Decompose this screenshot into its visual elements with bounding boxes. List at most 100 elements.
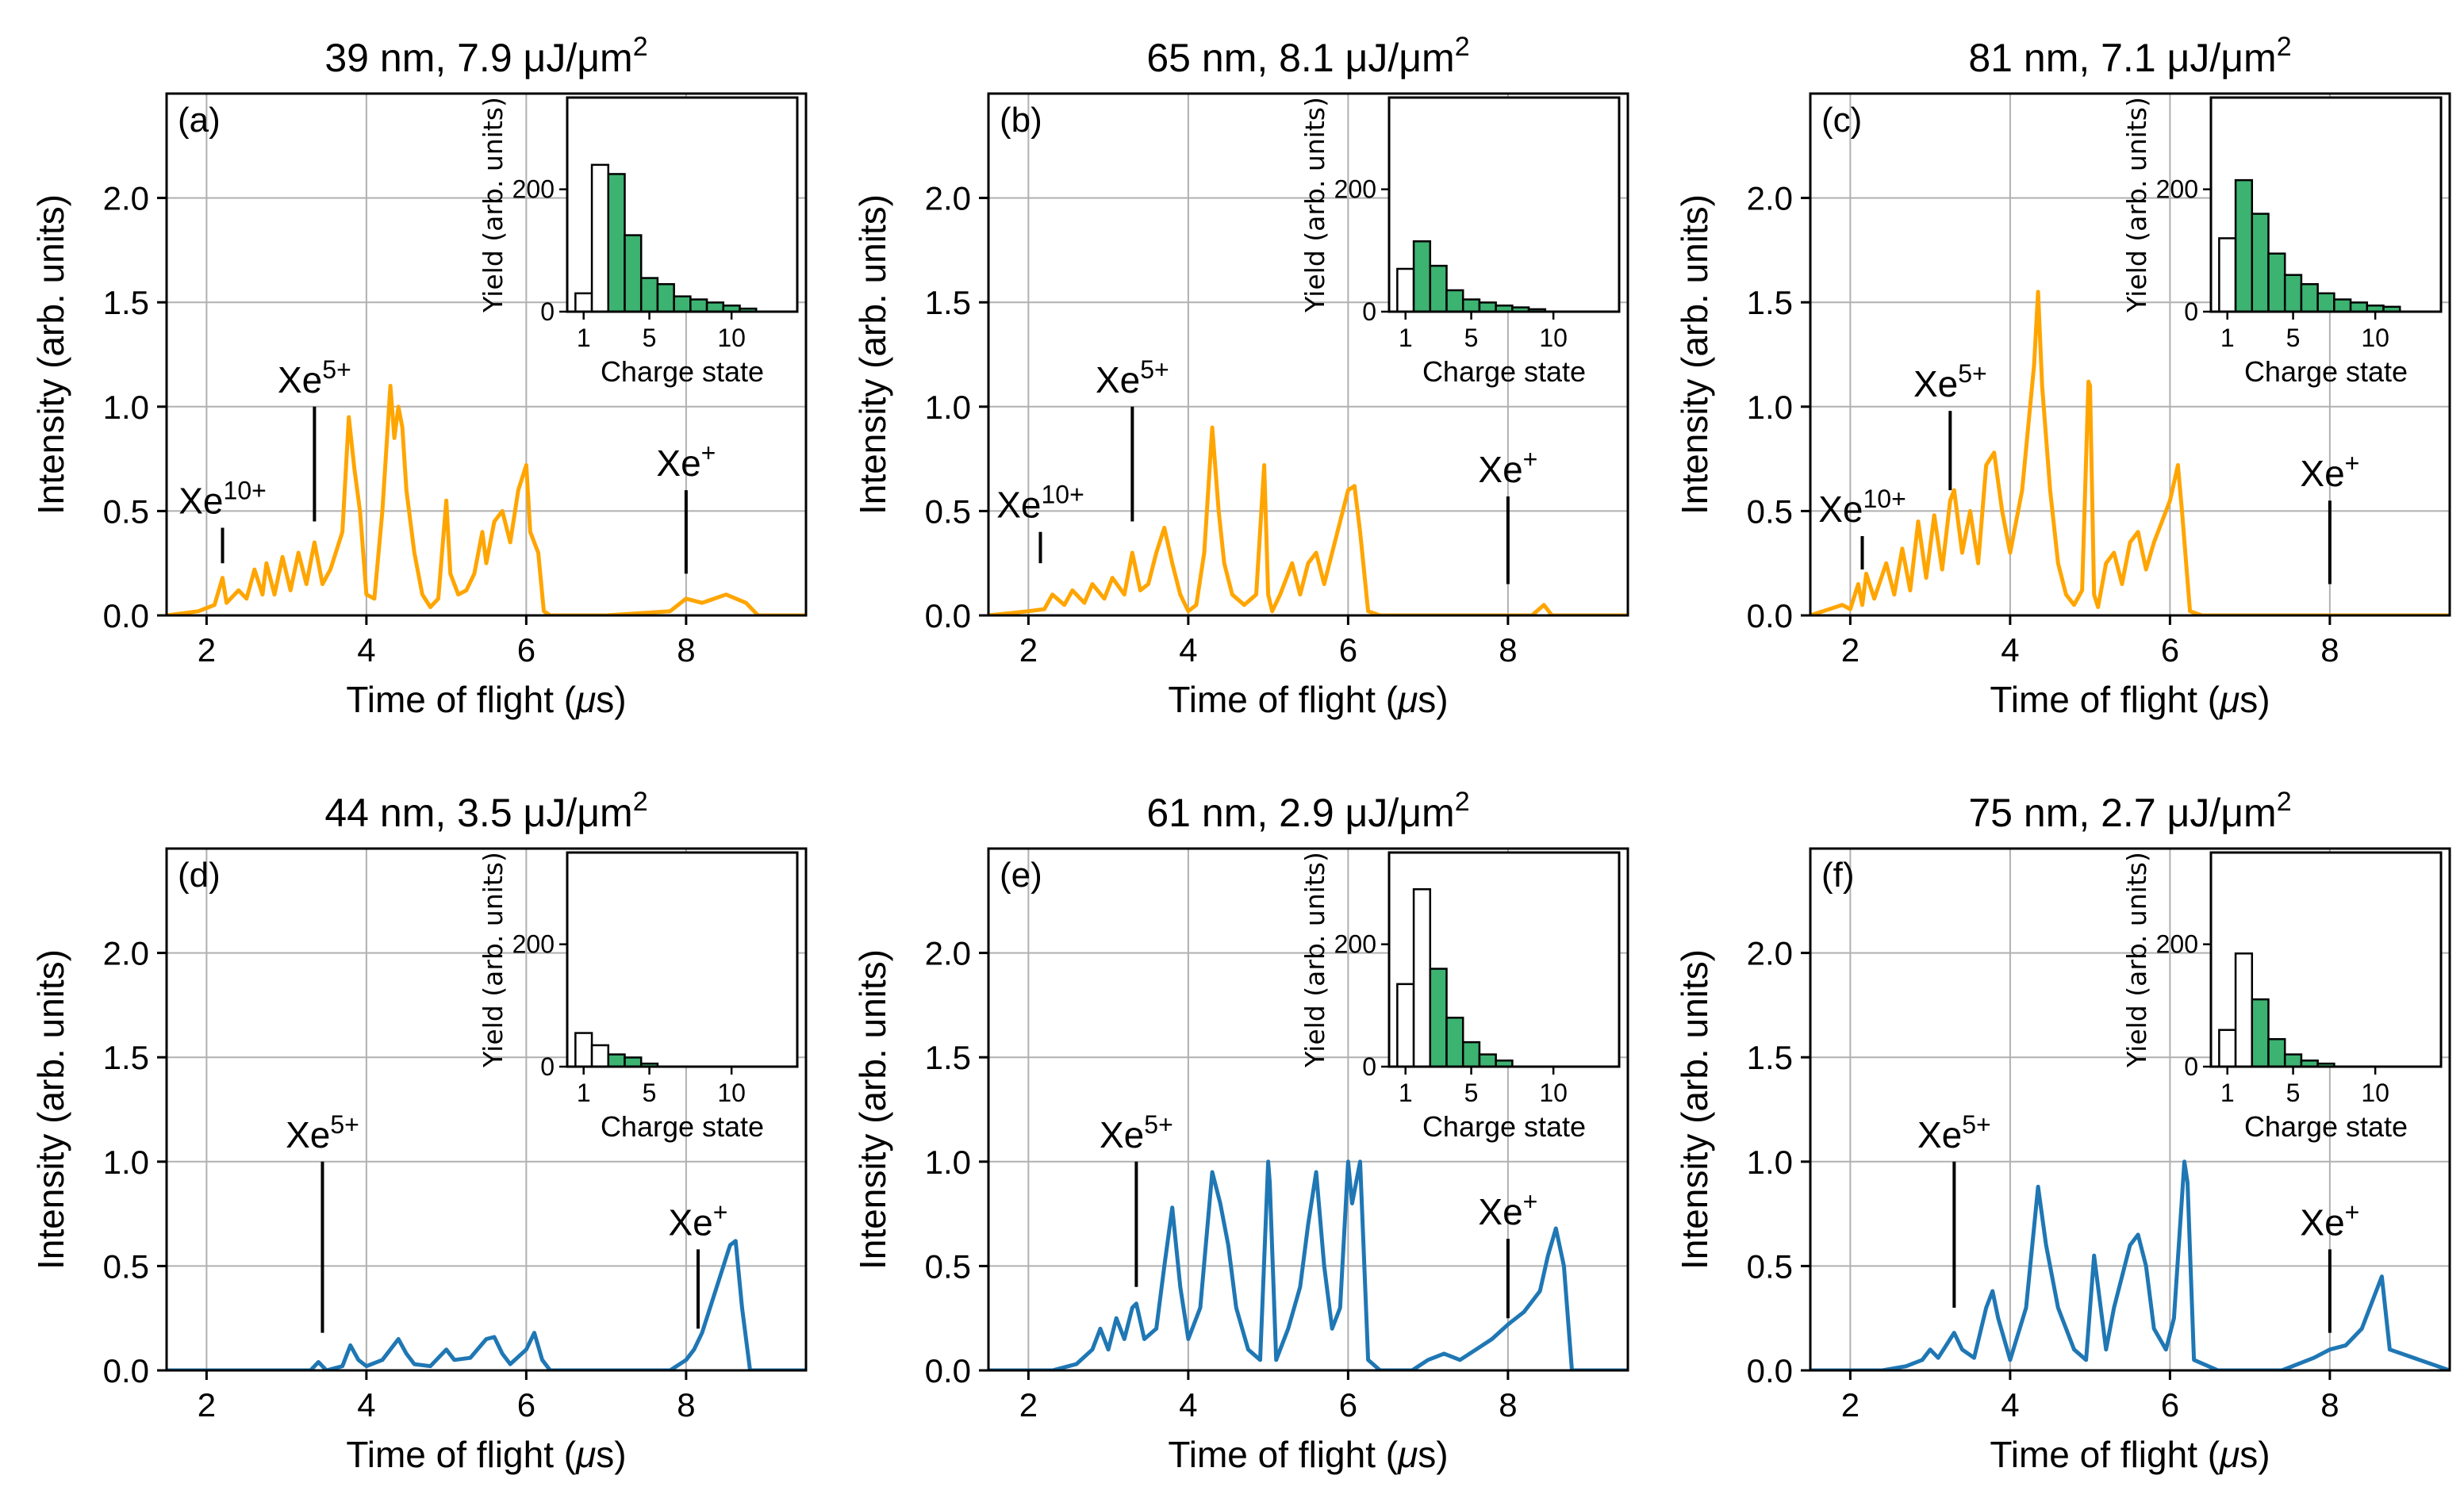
inset-histogram: 1 5 10 0 200 Charge state Yield (arb. units) xyxy=(478,96,799,388)
x-tick-label: 6 xyxy=(2161,631,2179,669)
panel-title: 75 nm, 2.7 μJ/μm2 xyxy=(1968,787,2291,835)
inset-y-tick-label: 0 xyxy=(540,1052,555,1081)
inset-y-tick-label: 0 xyxy=(540,297,555,326)
x-axis-label-prefix: Time of flight ( xyxy=(1990,1434,2220,1475)
x-axis-label-prefix: Time of flight ( xyxy=(1168,1434,1398,1475)
inset-x-axis-label: Charge state xyxy=(2244,1110,2408,1143)
ion-label-base: Xe xyxy=(1100,1114,1144,1155)
y-axis-label: Intensity (arb. units) xyxy=(852,949,893,1270)
ion-label: Xe5+ xyxy=(1913,359,1987,404)
inset-y-axis-label: Yield (arb. units) xyxy=(2121,852,2152,1068)
panel-label: (c) xyxy=(1821,101,1862,140)
inset-x-tick-label: 1 xyxy=(577,324,591,352)
inset-bar xyxy=(656,283,675,313)
panel-label: (e) xyxy=(1000,856,1042,895)
x-tick-label: 4 xyxy=(1179,631,1197,669)
ion-label-charge: + xyxy=(1523,1187,1538,1216)
inset-frame xyxy=(2209,851,2443,1068)
x-axis-label-prefix: Time of flight ( xyxy=(1990,679,2220,720)
ion-label-base: Xe xyxy=(656,443,700,484)
inset-x-axis-label: Charge state xyxy=(1422,1110,1586,1143)
x-axis-label: Time of flight (μs) xyxy=(1168,679,1448,720)
inset-bar xyxy=(1445,289,1464,313)
ion-label-charge: + xyxy=(2345,449,2360,477)
inset-x-tick-label: 1 xyxy=(2220,1079,2235,1107)
inset-y-axis-label: Yield (arb. units) xyxy=(478,852,509,1068)
panel-label: (b) xyxy=(1000,101,1042,140)
inset-bar xyxy=(1429,968,1448,1068)
ion-label-base: Xe xyxy=(286,1114,330,1155)
inset-bar xyxy=(1478,301,1497,313)
ion-label-base: Xe xyxy=(2300,453,2344,494)
ion-label-base: Xe xyxy=(1096,359,1140,400)
y-tick-label: 0.0 xyxy=(1747,1352,1793,1389)
x-axis-label-suffix: s) xyxy=(1418,1434,1448,1475)
ion-label: Xe10+ xyxy=(1818,485,1906,530)
x-tick-label: 6 xyxy=(2161,1386,2179,1424)
ion-label: Xe10+ xyxy=(996,481,1084,526)
inset-x-axis-label: Charge state xyxy=(2244,355,2408,388)
ion-label-charge: 10+ xyxy=(1041,481,1084,509)
panel-title-sup: 2 xyxy=(1455,787,1470,817)
y-tick-label: 1.0 xyxy=(103,1144,149,1181)
inset-x-tick-label: 5 xyxy=(2286,324,2301,352)
y-tick-label: 0.5 xyxy=(103,492,149,530)
spectrum-line xyxy=(1810,289,2450,615)
x-tick-label: 4 xyxy=(2001,631,2019,669)
ion-label-base: Xe xyxy=(1917,1114,1962,1155)
x-tick-label: 8 xyxy=(1499,1386,1517,1424)
panel-title-main: 81 nm, 7.1 μJ/μm xyxy=(1968,36,2276,80)
ion-label: Xe+ xyxy=(1478,445,1537,490)
inset-bar xyxy=(639,277,659,313)
panel-title-sup: 2 xyxy=(2277,32,2292,62)
inset-bar xyxy=(574,1032,593,1068)
x-axis-label-suffix: s) xyxy=(1418,679,1448,720)
inset-frame xyxy=(2209,96,2443,313)
inset-y-axis-label: Yield (arb. units) xyxy=(478,97,509,313)
spectrum-line xyxy=(988,425,1628,615)
ion-label-charge: 10+ xyxy=(1863,485,1906,513)
inset-bar xyxy=(705,301,725,313)
x-axis-label-suffix: s) xyxy=(2239,1434,2270,1475)
inset-frame xyxy=(1387,851,1621,1068)
inset-y-tick-label: 200 xyxy=(512,930,555,959)
y-tick-label: 2.0 xyxy=(1747,935,1793,972)
inset-histogram: 1 5 10 0 200 Charge state Yield (arb. units) xyxy=(478,851,799,1143)
y-tick-label: 1.5 xyxy=(925,1039,971,1076)
panel-title-main: 44 nm, 3.5 μJ/μm xyxy=(324,791,632,835)
axes-frame xyxy=(165,92,808,617)
inset-frame xyxy=(566,96,799,313)
x-axis-label-prefix: Time of flight ( xyxy=(1168,679,1398,720)
inset-bar xyxy=(2251,998,2270,1068)
y-tick-label: 1.0 xyxy=(103,389,149,426)
x-axis-label-mu: μ xyxy=(2219,1434,2239,1475)
ion-label-base: Xe xyxy=(178,480,223,521)
x-axis-label-mu: μ xyxy=(1397,1434,1418,1475)
ion-label: Xe+ xyxy=(2300,449,2359,494)
inset-bar xyxy=(2300,283,2319,313)
y-axis-label: Intensity (arb. units) xyxy=(30,949,71,1270)
y-axis-label: Intensity (arb. units) xyxy=(852,194,893,515)
inset-x-tick-label: 10 xyxy=(1539,1079,1568,1107)
inset-x-tick-label: 10 xyxy=(2361,324,2389,352)
spectrum-line xyxy=(988,1159,1628,1370)
x-axis-label: Time of flight (μs) xyxy=(1990,679,2270,720)
ion-label: Xe5+ xyxy=(286,1110,359,1155)
ion-label-base: Xe xyxy=(1478,1191,1522,1232)
panel-label: (a) xyxy=(178,101,221,140)
x-axis-label-suffix: s) xyxy=(2239,679,2270,720)
inset-bar xyxy=(607,1053,626,1068)
inset-bar xyxy=(1478,1053,1497,1068)
inset-bar xyxy=(2234,952,2254,1068)
spectrum-line xyxy=(1810,1159,2450,1370)
axes-frame xyxy=(1809,92,2451,617)
y-tick-label: 2.0 xyxy=(1747,180,1793,217)
panel-title: 81 nm, 7.1 μJ/μm2 xyxy=(1968,32,2291,80)
inset-frame xyxy=(1387,96,1621,313)
ion-label: Xe10+ xyxy=(178,476,267,521)
x-tick-label: 6 xyxy=(517,631,535,669)
inset-x-tick-label: 10 xyxy=(2361,1079,2389,1107)
ion-label-charge: + xyxy=(2345,1198,2360,1226)
